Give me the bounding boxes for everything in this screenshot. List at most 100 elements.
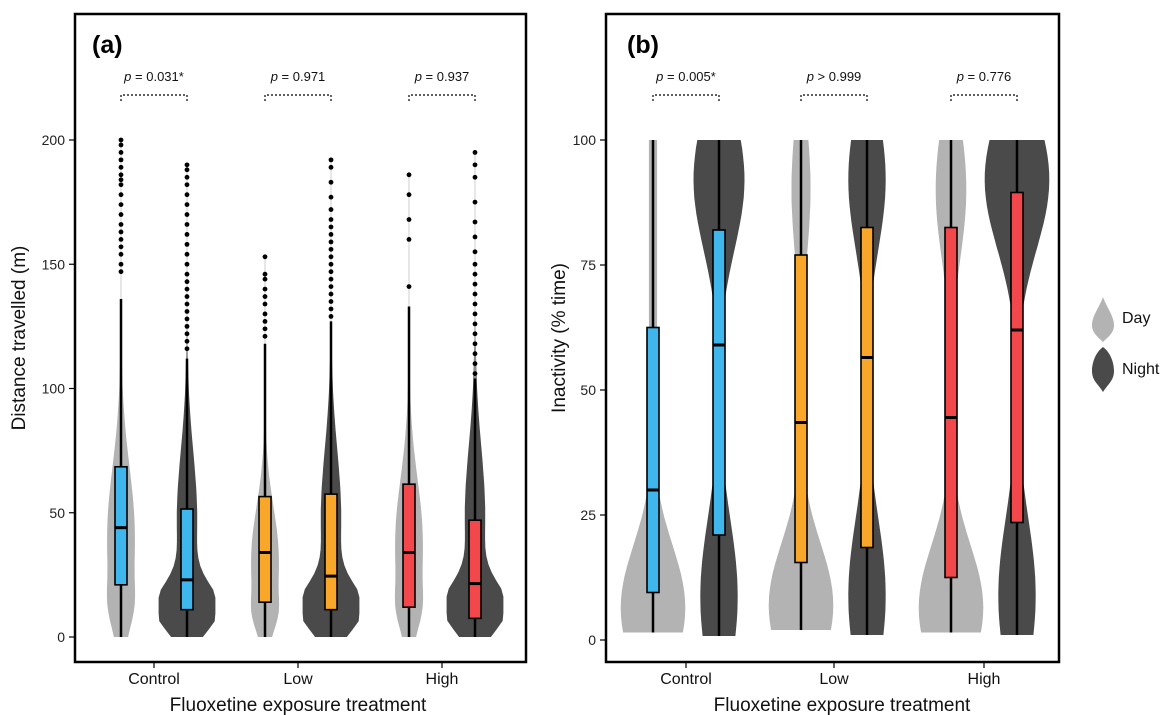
outlier-point xyxy=(118,150,124,155)
outlier-point xyxy=(118,157,124,163)
outlier-point xyxy=(184,174,190,180)
outlier-point xyxy=(406,284,412,290)
outlier-point xyxy=(328,314,334,319)
p-value-label: p = 0.971 xyxy=(270,69,326,84)
outlier-point xyxy=(184,202,190,208)
y-tick-label: 200 xyxy=(42,132,66,148)
outlier-point xyxy=(118,202,124,208)
outlier-point xyxy=(184,316,190,322)
outlier-point xyxy=(472,371,478,376)
x-tick-label-low: Low xyxy=(283,671,313,688)
p-value-label: p = 0.031* xyxy=(123,69,184,84)
outlier-point xyxy=(328,246,334,252)
x-tick-label-high: High xyxy=(426,671,459,688)
outlier-point xyxy=(184,232,190,237)
outlier-point xyxy=(262,294,268,299)
outlier-point xyxy=(328,291,334,297)
outlier-point xyxy=(472,301,478,307)
p-value: = 0.971 xyxy=(278,69,325,84)
outlier-point xyxy=(328,269,334,275)
outlier-point xyxy=(262,271,268,277)
outlier-point xyxy=(262,276,268,282)
outlier-point xyxy=(118,244,124,250)
outlier-point xyxy=(184,212,190,217)
outlier-point xyxy=(472,261,478,267)
p-symbol: p xyxy=(956,69,964,84)
outlier-point xyxy=(184,331,190,337)
y-tick-label: 75 xyxy=(580,257,596,273)
panel-a-x-axis-title: Fluoxetine exposure treatment xyxy=(170,695,427,715)
outlier-point xyxy=(328,164,334,170)
p-value: > 0.999 xyxy=(814,69,861,84)
y-tick-label: 50 xyxy=(580,382,596,398)
outlier-point xyxy=(184,251,190,257)
box-day-low xyxy=(258,495,272,604)
box-day-control xyxy=(646,326,660,594)
panel-b-frame xyxy=(604,12,1061,664)
y-tick-label: 25 xyxy=(580,507,596,523)
outlier-point xyxy=(328,232,334,237)
outlier-point xyxy=(262,254,268,260)
outlier-point xyxy=(118,261,124,267)
p-symbol: p xyxy=(806,69,814,84)
outlier-point xyxy=(472,331,478,337)
outlier-point xyxy=(184,346,190,352)
outlier-point xyxy=(118,172,124,178)
outlier-point xyxy=(118,251,124,257)
outlier-point xyxy=(184,286,190,292)
outlier-point xyxy=(118,164,124,170)
outlier-point xyxy=(328,276,334,282)
legend-night-key xyxy=(1092,347,1114,392)
p-value-label: p = 0.937 xyxy=(414,69,470,84)
p-value-label: p = 0.776 xyxy=(956,69,1012,84)
outlier-point xyxy=(328,239,334,245)
outlier-point xyxy=(472,351,478,357)
y-tick-label: 0 xyxy=(57,629,65,645)
p-value: = 0.005* xyxy=(663,69,715,84)
outlier-point xyxy=(328,284,334,290)
outlier-point xyxy=(118,212,124,217)
outlier-point xyxy=(184,241,190,247)
y-tick-label: 0 xyxy=(588,632,596,648)
outlier-point xyxy=(472,361,478,367)
outlier-point xyxy=(262,333,268,339)
outlier-point xyxy=(118,237,124,242)
outlier-point xyxy=(184,301,190,307)
outlier-point xyxy=(328,179,334,185)
legend-day-key xyxy=(1092,297,1114,342)
outlier-point xyxy=(184,323,190,329)
outlier-point xyxy=(406,192,412,198)
p-value: = 0.937 xyxy=(422,69,469,84)
outlier-point xyxy=(406,237,412,242)
outlier-point xyxy=(328,157,334,163)
outlier-point xyxy=(184,338,190,344)
outlier-point xyxy=(328,299,334,304)
y-tick-label: 100 xyxy=(42,381,66,397)
outlier-point xyxy=(472,162,478,168)
panel-a-label: (a) xyxy=(92,31,123,59)
outlier-point xyxy=(472,321,478,327)
panel-b-label: (b) xyxy=(627,31,659,59)
outlier-point xyxy=(118,177,124,183)
outlier-point xyxy=(118,137,124,143)
outlier-point xyxy=(184,162,190,168)
box-day-control xyxy=(114,465,128,586)
outlier-point xyxy=(472,234,478,240)
y-tick-label: 50 xyxy=(49,505,65,521)
outlier-point xyxy=(328,261,334,267)
panel-b-x-axis-title: Fluoxetine exposure treatment xyxy=(714,695,971,715)
p-value: = 0.031* xyxy=(131,69,183,84)
x-tick-label-low: Low xyxy=(819,671,849,688)
outlier-point xyxy=(328,306,334,312)
outlier-point xyxy=(262,286,268,292)
x-tick-label-control: Control xyxy=(128,671,180,688)
outlier-point xyxy=(472,219,478,225)
p-symbol: p xyxy=(414,69,422,84)
outlier-point xyxy=(472,291,478,297)
outlier-point xyxy=(328,194,334,200)
panel-b-x-axis: Control Low High xyxy=(660,662,1000,688)
outlier-point xyxy=(184,167,190,173)
y-tick-label: 150 xyxy=(42,256,66,272)
